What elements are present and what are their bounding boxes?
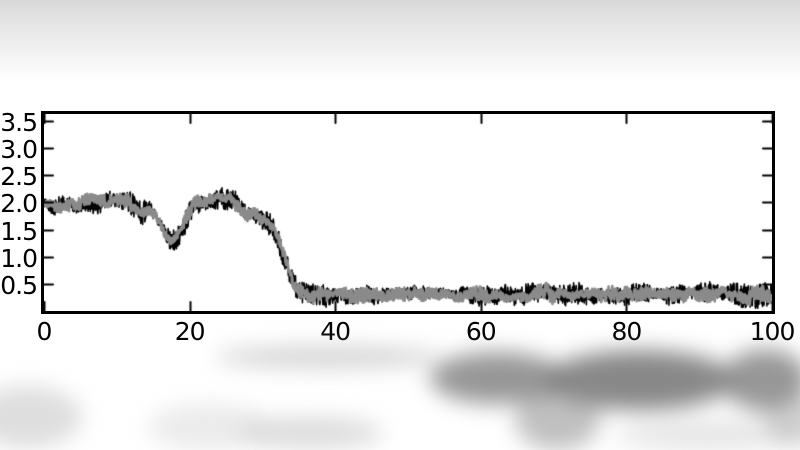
y-tick-label: 1.5 — [0, 216, 38, 246]
y-tick-label: 2.5 — [0, 162, 38, 192]
y-tick-label: 3.0 — [0, 135, 38, 165]
blur-blob — [515, 392, 600, 450]
blur-blob — [148, 404, 273, 450]
x-tick-label: 60 — [465, 317, 497, 346]
y-tick-label: 0.5 — [0, 270, 38, 300]
x-tick-label: 0 — [36, 317, 53, 346]
blur-blob — [215, 346, 440, 368]
x-tick-label: 20 — [174, 317, 206, 346]
line-series-canvas — [44, 114, 772, 311]
x-tick-label: 40 — [320, 317, 351, 346]
blurred-top-band — [0, 0, 800, 95]
y-tick-label: 3.5 — [0, 108, 38, 138]
x-tick-label: 100 — [749, 317, 796, 346]
y-tick-label: 2.0 — [0, 189, 38, 219]
blur-blob — [238, 416, 383, 450]
plot-frame — [41, 111, 775, 314]
x-tick-label: 80 — [611, 317, 642, 346]
y-tick-label: 1.0 — [0, 243, 38, 273]
blurred-bottom-region — [0, 336, 800, 450]
blur-blob — [0, 386, 82, 448]
